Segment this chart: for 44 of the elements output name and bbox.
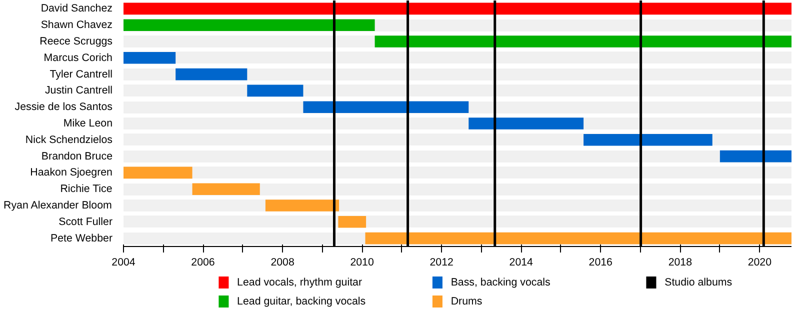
y-tick-label: Pete Webber [50, 232, 113, 244]
x-tick-label: 2020 [748, 256, 772, 268]
x-tick-label: 2006 [191, 256, 215, 268]
x-tick-label: 2014 [509, 256, 534, 268]
bar [303, 101, 469, 114]
bar [584, 134, 712, 146]
y-tick-label: Nick Schendzielos [25, 134, 113, 146]
y-tick-label: Scott Fuller [58, 216, 113, 228]
y-tick-label: Shawn Chavez [40, 19, 113, 32]
legend-label: Studio albums [664, 276, 732, 288]
y-tick-label: Tyler Cantrell [50, 68, 113, 80]
y-tick-label: Jessie de los Santos [14, 101, 113, 114]
x-tick-label: 2012 [430, 256, 454, 268]
legend-label: Lead guitar, backing vocals [237, 296, 366, 308]
legend-label: Lead vocals, rhythm guitar [237, 276, 362, 288]
bar [247, 84, 304, 97]
y-tick-label: Justin Cantrell [44, 84, 113, 97]
y-tick-label: David Sanchez [40, 2, 113, 15]
bar [365, 232, 792, 244]
x-tick-label: 2010 [350, 256, 374, 268]
bar [338, 216, 366, 228]
bar [374, 36, 792, 48]
bar [265, 200, 340, 212]
bar [124, 2, 792, 15]
legend-label: Bass, backing vocals [450, 276, 550, 288]
x-tick-label: 2004 [112, 256, 136, 268]
y-tick-label: Marcus Corich [44, 52, 113, 64]
bar [192, 183, 260, 196]
y-tick-label: Richie Tice [60, 183, 112, 196]
y-tick-label: Mike Leon [63, 118, 113, 130]
x-tick-label: 2008 [270, 256, 294, 268]
bar [124, 52, 176, 64]
y-tick-label: Ryan Alexander Bloom [4, 200, 112, 212]
legend-label: Drums [450, 296, 482, 308]
y-tick-label: Brandon Bruce [41, 150, 113, 162]
x-tick-label: 2016 [588, 256, 613, 268]
bar [720, 150, 792, 162]
bar [176, 68, 248, 80]
y-tick-label: Reece Scruggs [40, 36, 113, 48]
y-tick-label: Haakon Sjoegren [30, 166, 113, 179]
x-tick-label: 2018 [668, 256, 692, 268]
bar [124, 166, 192, 179]
bar [124, 19, 375, 32]
bar [468, 118, 584, 130]
